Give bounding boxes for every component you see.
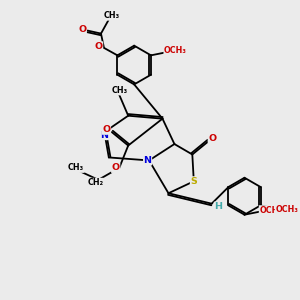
Text: O: O [112,164,120,172]
Text: OCH₃: OCH₃ [164,46,187,56]
Text: OCH₃: OCH₃ [275,206,298,214]
Text: O: O [94,42,103,51]
Text: N: N [144,156,152,165]
Text: CH₃: CH₃ [103,11,119,20]
Text: OCH₃: OCH₃ [259,206,282,215]
Text: O: O [102,125,110,134]
Text: CH₃: CH₃ [68,164,84,172]
Text: CH₂: CH₂ [87,178,104,187]
Text: O: O [208,134,216,142]
Text: O: O [78,25,86,34]
Text: N: N [100,130,108,140]
Text: S: S [190,177,197,186]
Text: H: H [214,202,222,211]
Text: CH₃: CH₃ [111,86,127,95]
